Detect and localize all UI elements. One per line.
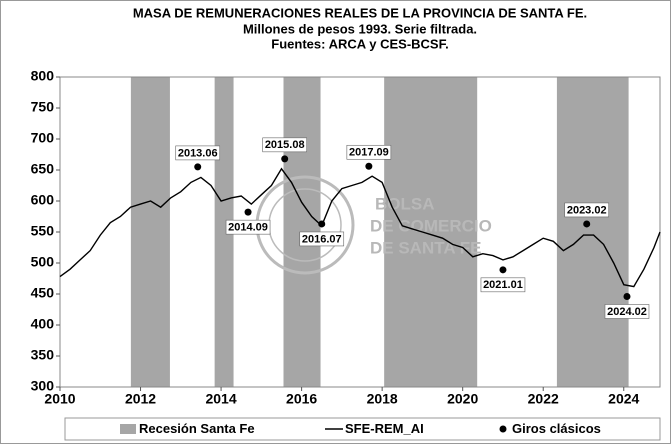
turning-point — [499, 266, 507, 274]
legend-label: Giros clásicos — [512, 421, 601, 436]
x-tick-label: 2024 — [608, 391, 639, 407]
y-tick-label: 350 — [31, 347, 55, 363]
y-tick-label: 600 — [31, 192, 55, 208]
series-line — [59, 167, 661, 288]
watermark: BOLSA — [375, 194, 435, 213]
x-tick-label: 2010 — [44, 391, 75, 407]
legend-label: Recesión Santa Fe — [139, 421, 255, 436]
y-tick-label: 450 — [31, 285, 55, 301]
watermark: DE COMERCIO — [370, 216, 492, 235]
point-label-box — [480, 277, 526, 293]
recession-band — [384, 77, 478, 387]
legend-swatch — [120, 424, 136, 434]
point-label-box — [225, 219, 271, 235]
x-tick-label: 2018 — [367, 391, 398, 407]
turning-point — [281, 155, 289, 163]
turning-point — [583, 220, 591, 228]
chart-subtitle: Millones de pesos 1993. Serie filtrada. — [243, 21, 477, 36]
x-tick-label: 2022 — [528, 391, 559, 407]
y-tick-label: 800 — [31, 68, 55, 84]
y-tick-label: 700 — [31, 130, 55, 146]
turning-point — [194, 163, 202, 171]
point-label-box — [262, 137, 307, 153]
point-label: 2015.08 — [265, 139, 305, 151]
turning-point — [623, 292, 631, 300]
x-tick-label: 2020 — [447, 391, 478, 407]
point-label-box — [564, 202, 610, 218]
recession-band — [130, 77, 170, 387]
point-label-box — [175, 145, 221, 161]
x-tick-label: 2012 — [125, 391, 156, 407]
point-label: 2017.09 — [349, 147, 389, 159]
point-label: 2024.02 — [607, 306, 647, 318]
y-tick-label: 750 — [31, 99, 55, 115]
y-tick-label: 500 — [31, 254, 55, 270]
point-label: 2016.07 — [302, 233, 342, 245]
turning-point — [365, 162, 373, 170]
legend-box — [64, 417, 661, 441]
legend-label: SFE-REM_AI — [345, 421, 424, 436]
turning-point — [244, 208, 252, 216]
y-tick-label: 400 — [31, 316, 55, 332]
point-label-box — [346, 144, 392, 160]
point-label: 2023.02 — [567, 204, 607, 216]
point-label-box — [299, 231, 345, 247]
turning-point — [318, 220, 326, 228]
chart-title: MASA DE REMUNERACIONES REALES DE LA PROV… — [133, 5, 587, 20]
point-label: 2014.09 — [228, 222, 268, 234]
legend-swatch — [499, 425, 507, 433]
x-tick-label: 2014 — [205, 391, 236, 407]
x-tick-label: 2016 — [286, 391, 317, 407]
recession-band — [556, 77, 629, 387]
watermark: DE SANTA FE — [370, 238, 481, 257]
y-tick-label: 650 — [31, 161, 55, 177]
point-label: 2021.01 — [483, 279, 523, 291]
y-tick-label: 300 — [31, 378, 55, 394]
point-label: 2013.06 — [178, 147, 218, 159]
point-label-box — [604, 304, 650, 319]
chart-subtitle: Fuentes: ARCA y CES-BCSF. — [271, 36, 448, 51]
y-tick-label: 550 — [31, 223, 55, 239]
